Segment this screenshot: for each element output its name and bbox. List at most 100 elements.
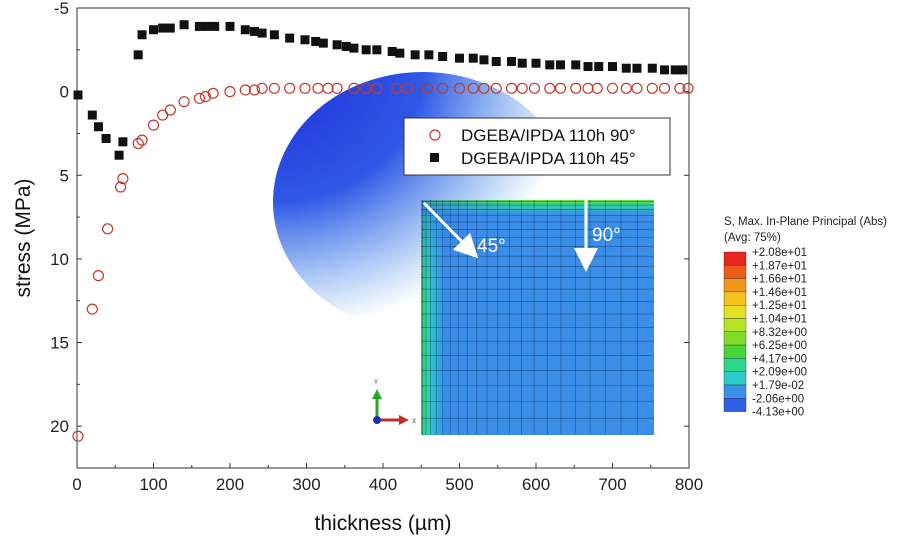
data-point-45 — [179, 20, 189, 30]
data-point-45 — [517, 58, 527, 68]
colorbar-swatch — [723, 291, 747, 306]
data-point-90 — [516, 82, 528, 94]
y-axis: -5 0 5 10 15 20 — [50, 0, 689, 436]
data-point-90 — [591, 82, 603, 94]
data-point-45 — [249, 26, 259, 36]
data-point-90 — [478, 82, 490, 94]
data-point-90 — [467, 82, 479, 94]
data-point-45 — [555, 60, 565, 70]
data-point-45 — [438, 52, 448, 62]
data-point-45 — [545, 60, 555, 70]
colorbar: S, Max. In-Plane Principal (Abs) (Avg: 7… — [723, 216, 887, 419]
data-point-90 — [570, 82, 582, 94]
data-point-90 — [147, 119, 160, 131]
data-point-45 — [410, 50, 420, 60]
data-point-90 — [115, 181, 127, 193]
data-point-90 — [164, 104, 176, 116]
colorbar-label: +1.66e+01 — [752, 274, 807, 286]
data-point-90 — [391, 82, 403, 94]
data-point-45 — [318, 38, 328, 48]
x-tick-label: 500 — [445, 475, 473, 494]
series-0 — [72, 82, 694, 442]
data-point-45 — [114, 150, 124, 160]
colorbar-subtitle: (Avg: 75%) — [724, 232, 781, 244]
colorbar-label: -2.06e+00 — [752, 393, 804, 405]
legend-marker-45 — [430, 153, 439, 162]
data-point-90 — [224, 86, 236, 98]
label-45: 45° — [477, 236, 506, 257]
data-point-45 — [660, 65, 670, 75]
triad-y-label: Y — [374, 380, 378, 386]
x-axis-title: thickness (µm) — [315, 512, 452, 535]
legend-label-45: DGEBA/IPDA 110h 45° — [461, 149, 636, 168]
data-point-45 — [133, 50, 143, 60]
data-point-90 — [528, 82, 541, 94]
triad-x-label: X — [412, 419, 416, 425]
data-point-45 — [678, 65, 688, 75]
data-point-45 — [202, 21, 212, 31]
data-point-90 — [178, 96, 190, 108]
data-point-90 — [101, 223, 114, 235]
x-tick-label: 600 — [522, 475, 550, 494]
x-tick-label: 0 — [72, 475, 81, 494]
y-tick-label: 10 — [50, 250, 69, 269]
data-point-90 — [86, 303, 98, 315]
colorbar-label: -4.13e+00 — [752, 407, 804, 419]
data-point-90 — [207, 87, 219, 99]
data-point-90 — [437, 82, 449, 94]
data-point-90 — [72, 430, 84, 442]
data-point-45 — [240, 25, 250, 35]
data-point-45 — [361, 45, 371, 55]
colorbar-swatch — [723, 371, 747, 386]
data-point-45 — [372, 45, 382, 55]
data-point-45 — [165, 23, 175, 33]
y-tick-label: 15 — [50, 334, 69, 353]
data-point-45 — [468, 53, 478, 63]
data-point-45 — [583, 62, 593, 72]
data-point-90 — [554, 82, 567, 94]
data-point-90 — [117, 173, 129, 185]
data-point-45 — [87, 110, 97, 120]
colorbar-label: +1.04e+01 — [752, 314, 807, 326]
data-point-45 — [194, 21, 204, 31]
data-point-90 — [544, 82, 556, 94]
data-point-90 — [199, 91, 212, 103]
data-point-90 — [92, 270, 105, 282]
data-point-45 — [349, 43, 359, 53]
data-point-45 — [158, 23, 168, 33]
data-point-90 — [136, 134, 148, 146]
data-point-90 — [646, 82, 658, 94]
data-point-90 — [682, 82, 694, 94]
data-point-45 — [101, 133, 111, 143]
colorbar-swatch — [723, 278, 747, 293]
data-point-90 — [582, 82, 594, 94]
colorbar-swatch — [723, 398, 747, 412]
data-point-90 — [239, 84, 251, 96]
data-point-45 — [571, 60, 581, 70]
legend-label-90: DGEBA/IPDA 110h 90° — [461, 126, 636, 145]
data-point-90 — [490, 82, 502, 94]
data-point-90 — [157, 109, 169, 121]
colorbar-swatch — [723, 265, 747, 279]
y-axis-title: stress (MPa) — [12, 178, 35, 297]
data-point-45 — [531, 58, 541, 68]
data-point-45 — [149, 25, 158, 35]
data-point-90 — [312, 82, 324, 94]
data-point-45 — [118, 137, 128, 147]
data-point-90 — [256, 82, 268, 94]
colorbar-label: +8.32e+00 — [752, 327, 807, 339]
data-point-90 — [284, 82, 296, 94]
colorbar-label: +2.09e+00 — [752, 367, 807, 379]
data-point-45 — [93, 122, 103, 132]
colorbar-label: +1.87e+01 — [752, 260, 807, 272]
data-point-90 — [620, 82, 632, 94]
colorbar-swatch — [723, 331, 747, 346]
data-point-45 — [507, 57, 517, 67]
data-point-45 — [137, 30, 147, 40]
data-point-90 — [631, 82, 643, 94]
y-tick-label: 0 — [60, 83, 69, 102]
data-point-90 — [421, 82, 433, 94]
data-point-45 — [608, 62, 617, 72]
data-point-90 — [453, 82, 466, 94]
